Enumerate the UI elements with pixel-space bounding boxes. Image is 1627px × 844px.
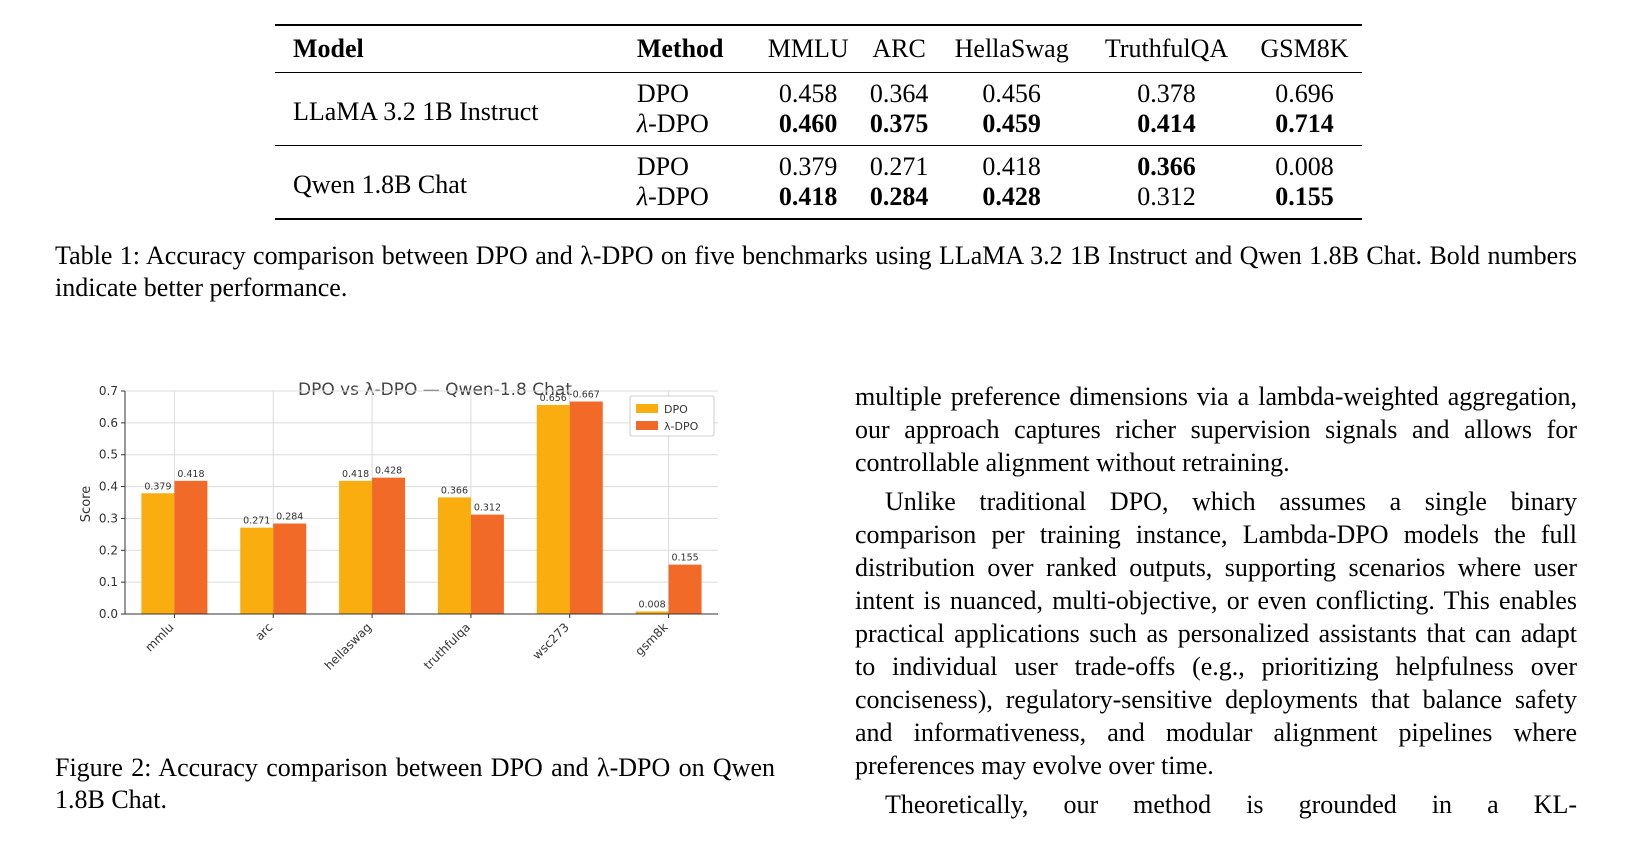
bar-dpo [635, 611, 669, 614]
data-label: 0.667 [573, 390, 600, 401]
bar-dpo [240, 527, 274, 614]
bar-lambda-dpo [569, 401, 603, 614]
data-label: 0.379 [144, 481, 171, 492]
legend-label: λ-DPO [664, 420, 699, 433]
table-cell: 0.379 [778, 152, 838, 181]
data-label: 0.366 [441, 485, 468, 496]
method-name: DPO [636, 79, 689, 108]
header-truthfulqa: TruthfulQA [1104, 34, 1229, 63]
table-row: λ-DPO 0.418 0.284 0.428 0.312 0.155 [275, 182, 1362, 219]
table-caption: Table 1: Accuracy comparison between DPO… [55, 241, 1577, 302]
paragraph: Unlike traditional DPO, which assumes a … [855, 487, 1577, 780]
table-cell: 0.364 [869, 79, 929, 108]
x-tick-label: arc [252, 620, 275, 643]
chart-title: DPO vs λ-DPO — Qwen-1.8 Chat [298, 380, 572, 400]
body-text: multiple preference dimensions via a lam… [855, 380, 1577, 821]
bar-chart: DPO vs λ-DPO — Qwen-1.8 Chat Score 0.379… [79, 380, 718, 673]
data-label: 0.312 [474, 503, 501, 514]
table-cell: 0.456 [982, 79, 1041, 108]
data-label: 0.155 [671, 553, 698, 564]
table-cell: 0.460 [778, 109, 838, 138]
data-label: 0.008 [638, 599, 665, 610]
table-cell: 0.312 [1137, 182, 1196, 211]
bar-lambda-dpo [372, 477, 406, 614]
y-tick-label: 0.6 [99, 416, 118, 430]
table-cell: 0.428 [982, 182, 1041, 211]
model-name: Qwen 1.8B Chat [293, 170, 468, 199]
table-cell: 0.458 [778, 79, 838, 108]
bar-dpo [437, 497, 471, 614]
model-name: LLaMA 3.2 1B Instruct [293, 97, 539, 126]
bars-layer: 0.379 0.418 0.271 0.284 0.418 0.428 0.366 0.312… [141, 390, 702, 614]
y-tick-label: 0.5 [99, 448, 118, 462]
table-cell: 0.155 [1275, 182, 1334, 211]
y-tick-label: 0.0 [99, 607, 118, 621]
table-cell: 0.714 [1275, 109, 1334, 138]
header-model: Model [293, 34, 364, 63]
table-header-row: Model Method MMLU ARC HellaSwag Truthful… [275, 25, 1362, 73]
data-label: 0.428 [375, 466, 402, 477]
header-arc: ARC [872, 34, 926, 63]
table-row: Qwen 1.8B Chat DPO 0.379 0.271 0.418 0.3… [275, 146, 1362, 199]
header-gsm8k: GSM8K [1260, 34, 1349, 63]
figure-caption: Figure 2: Accuracy comparison between DP… [55, 753, 775, 814]
grid-layer [125, 390, 718, 615]
table-cell: 0.459 [982, 109, 1041, 138]
x-tick-label: wsc273 [530, 620, 572, 662]
y-tick-label: 0.3 [99, 511, 118, 525]
table-group: Qwen 1.8B Chat DPO 0.379 0.271 0.418 0.3… [275, 146, 1362, 219]
x-tick-label: mmlu [142, 620, 176, 654]
paragraph: Theoretically, our method is grounded in… [885, 790, 1577, 819]
x-tick-label: gsm8k [632, 620, 670, 658]
bar-lambda-dpo [668, 564, 702, 614]
results-table: Model Method MMLU ARC HellaSwag Truthful… [275, 24, 1362, 220]
table-cell: 0.418 [982, 152, 1041, 181]
method-name: DPO [636, 152, 689, 181]
table-cell: 0.414 [1137, 109, 1196, 138]
table-cell: 0.366 [1137, 152, 1196, 181]
x-tick-label: truthfulqa [421, 620, 473, 672]
bar-lambda-dpo [174, 480, 208, 614]
header-hellaswag: HellaSwag [954, 34, 1069, 63]
y-tick-label: 0.7 [99, 384, 118, 398]
y-axis-label: Score [79, 486, 94, 522]
table-group: LLaMA 3.2 1B Instruct DPO 0.458 0.364 0.… [275, 73, 1362, 146]
table-cell: 0.008 [1275, 152, 1334, 181]
data-label: 0.418 [177, 469, 204, 480]
y-tick-label: 0.1 [99, 575, 118, 589]
y-tick-label: 0.2 [99, 543, 118, 557]
bar-lambda-dpo [273, 523, 307, 614]
table-cell: 0.696 [1275, 79, 1334, 108]
y-tick-label: 0.4 [99, 480, 118, 494]
table-row: LLaMA 3.2 1B Instruct DPO 0.458 0.364 0.… [275, 73, 1362, 126]
bar-dpo [536, 405, 570, 614]
x-tick-label: hellaswag [322, 620, 374, 672]
table-cell: 0.378 [1137, 79, 1196, 108]
data-label: 0.656 [540, 393, 567, 404]
legend-swatch [636, 421, 658, 430]
data-label: 0.418 [342, 469, 369, 480]
data-label: 0.284 [276, 512, 303, 523]
bar-dpo [141, 493, 175, 614]
table-cell: 0.271 [869, 152, 929, 181]
legend-swatch [636, 404, 658, 413]
bar-dpo [339, 480, 373, 614]
table-cell: 0.375 [869, 109, 929, 138]
chart-legend: DPO λ-DPO [629, 395, 715, 437]
header-mmlu: MMLU [767, 34, 849, 63]
table-cell: 0.284 [869, 182, 929, 211]
legend-label: DPO [664, 403, 688, 416]
paragraph: multiple preference dimensions via a lam… [855, 382, 1577, 477]
data-label: 0.271 [243, 516, 270, 527]
method-name: λ-DPO [636, 109, 709, 138]
table-row: λ-DPO 0.460 0.375 0.459 0.414 0.714 [275, 109, 1362, 146]
bar-lambda-dpo [470, 514, 504, 614]
header-method: Method [636, 34, 724, 63]
table-cell: 0.418 [778, 182, 838, 211]
method-name: λ-DPO [636, 182, 709, 211]
